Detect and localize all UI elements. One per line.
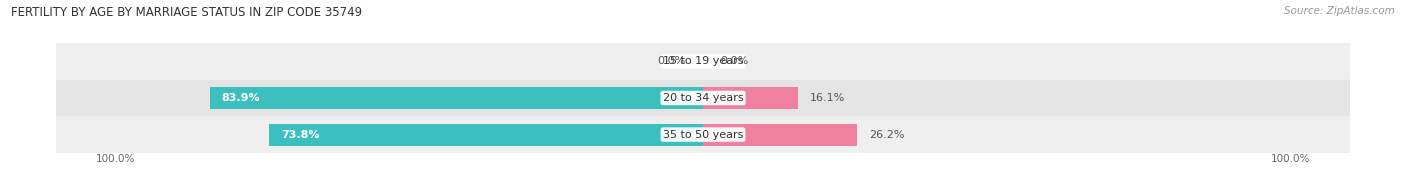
Text: 35 to 50 years: 35 to 50 years: [662, 130, 744, 140]
Text: 16.1%: 16.1%: [810, 93, 845, 103]
Bar: [56, 43, 1350, 80]
Bar: [209, 87, 703, 109]
Bar: [269, 124, 703, 146]
Bar: [703, 87, 797, 109]
Text: 15 to 19 years: 15 to 19 years: [662, 56, 744, 66]
Text: FERTILITY BY AGE BY MARRIAGE STATUS IN ZIP CODE 35749: FERTILITY BY AGE BY MARRIAGE STATUS IN Z…: [11, 6, 363, 19]
Text: 20 to 34 years: 20 to 34 years: [662, 93, 744, 103]
Text: Source: ZipAtlas.com: Source: ZipAtlas.com: [1284, 6, 1395, 16]
Bar: [56, 116, 1350, 153]
Text: 0.0%: 0.0%: [657, 56, 685, 66]
Text: 73.8%: 73.8%: [281, 130, 319, 140]
Bar: [703, 124, 858, 146]
Text: 26.2%: 26.2%: [869, 130, 904, 140]
Text: 0.0%: 0.0%: [721, 56, 749, 66]
Bar: [56, 80, 1350, 116]
Text: 83.9%: 83.9%: [222, 93, 260, 103]
